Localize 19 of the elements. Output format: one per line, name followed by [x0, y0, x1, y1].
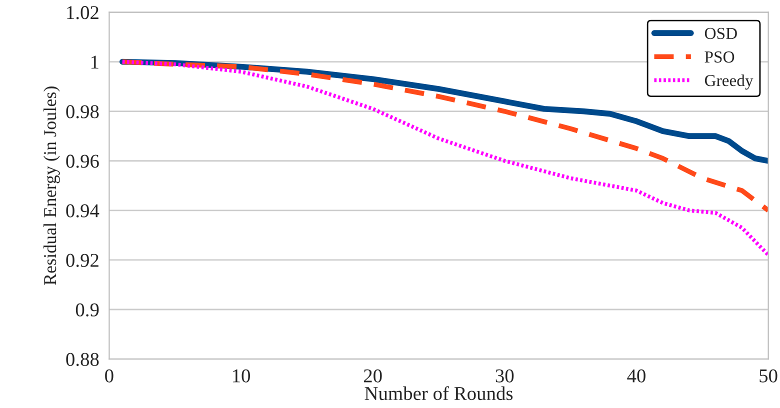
y-tick-label: 1.02: [67, 6, 98, 20]
x-tick-label: 0: [105, 369, 114, 382]
x-tick-label: 20: [364, 369, 382, 382]
x-axis-title: Number of Rounds: [364, 386, 513, 400]
y-tick-label: 0.98: [66, 105, 99, 118]
x-tick-label: 10: [233, 369, 250, 382]
legend-label: OSD: [704, 28, 737, 40]
x-tick-label: 50: [760, 369, 778, 382]
y-tick-label: 0.92: [66, 254, 98, 267]
legend-label: Greedy: [704, 74, 754, 90]
y-tick-label: 1: [91, 56, 98, 69]
y-tick-label: 0.9: [76, 303, 99, 317]
y-tick-label: 0.94: [66, 204, 100, 218]
x-tick-label: 40: [627, 369, 646, 382]
legend-label: PSO: [704, 51, 734, 63]
y-tick-label: 0.96: [66, 154, 99, 168]
y-tick-label: 0.88: [66, 352, 99, 366]
y-axis-title: Residual Energy (in Joules): [43, 86, 60, 285]
x-tick-label: 30: [496, 369, 514, 382]
